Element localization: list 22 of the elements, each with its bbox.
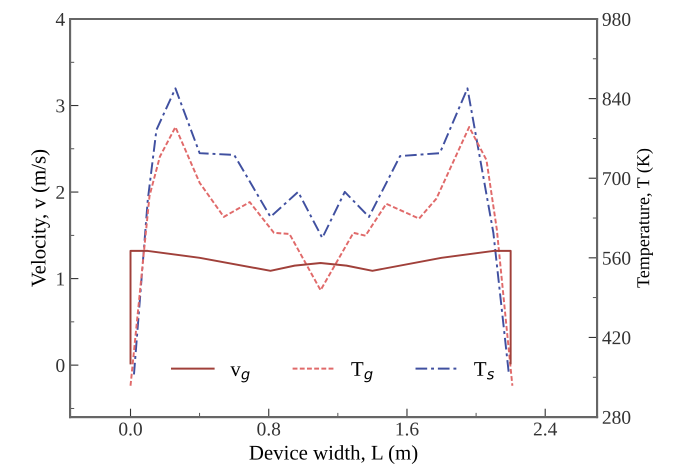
x-tick-label: 0.8 [257,422,280,436]
y2-tick-label: 280 [602,410,630,424]
legend-label: v$_{g}$ [230,366,250,382]
line-series [130,126,514,387]
y2-axis-title: Temperature, T (K) [636,148,653,288]
y2-tick-label: 840 [602,92,630,106]
y-tick-label: 4 [56,12,65,26]
x-tick-label: 0.0 [119,422,142,436]
x-axis-title: Device width, L (m) [249,445,418,464]
y-tick-label: 1 [57,272,64,286]
legend-label: T$_{g}$ [351,362,373,382]
y-tick-label: 2 [56,186,64,199]
y-tick-label: 3 [56,99,64,112]
y2-tick-label: 700 [603,172,630,186]
y2-tick-label: 560 [603,252,630,265]
x-tick-label: 2.4 [534,422,558,436]
legend-label: T$_{s}$ [474,362,494,380]
y-tick-label: 0 [56,358,64,372]
y2-tick-label: 420 [602,331,630,344]
y2-tick-label: 980 [602,12,630,26]
x-tick-label: 1.6 [396,422,419,436]
y-axis-title: Velocity, v (m/s) [30,150,50,287]
